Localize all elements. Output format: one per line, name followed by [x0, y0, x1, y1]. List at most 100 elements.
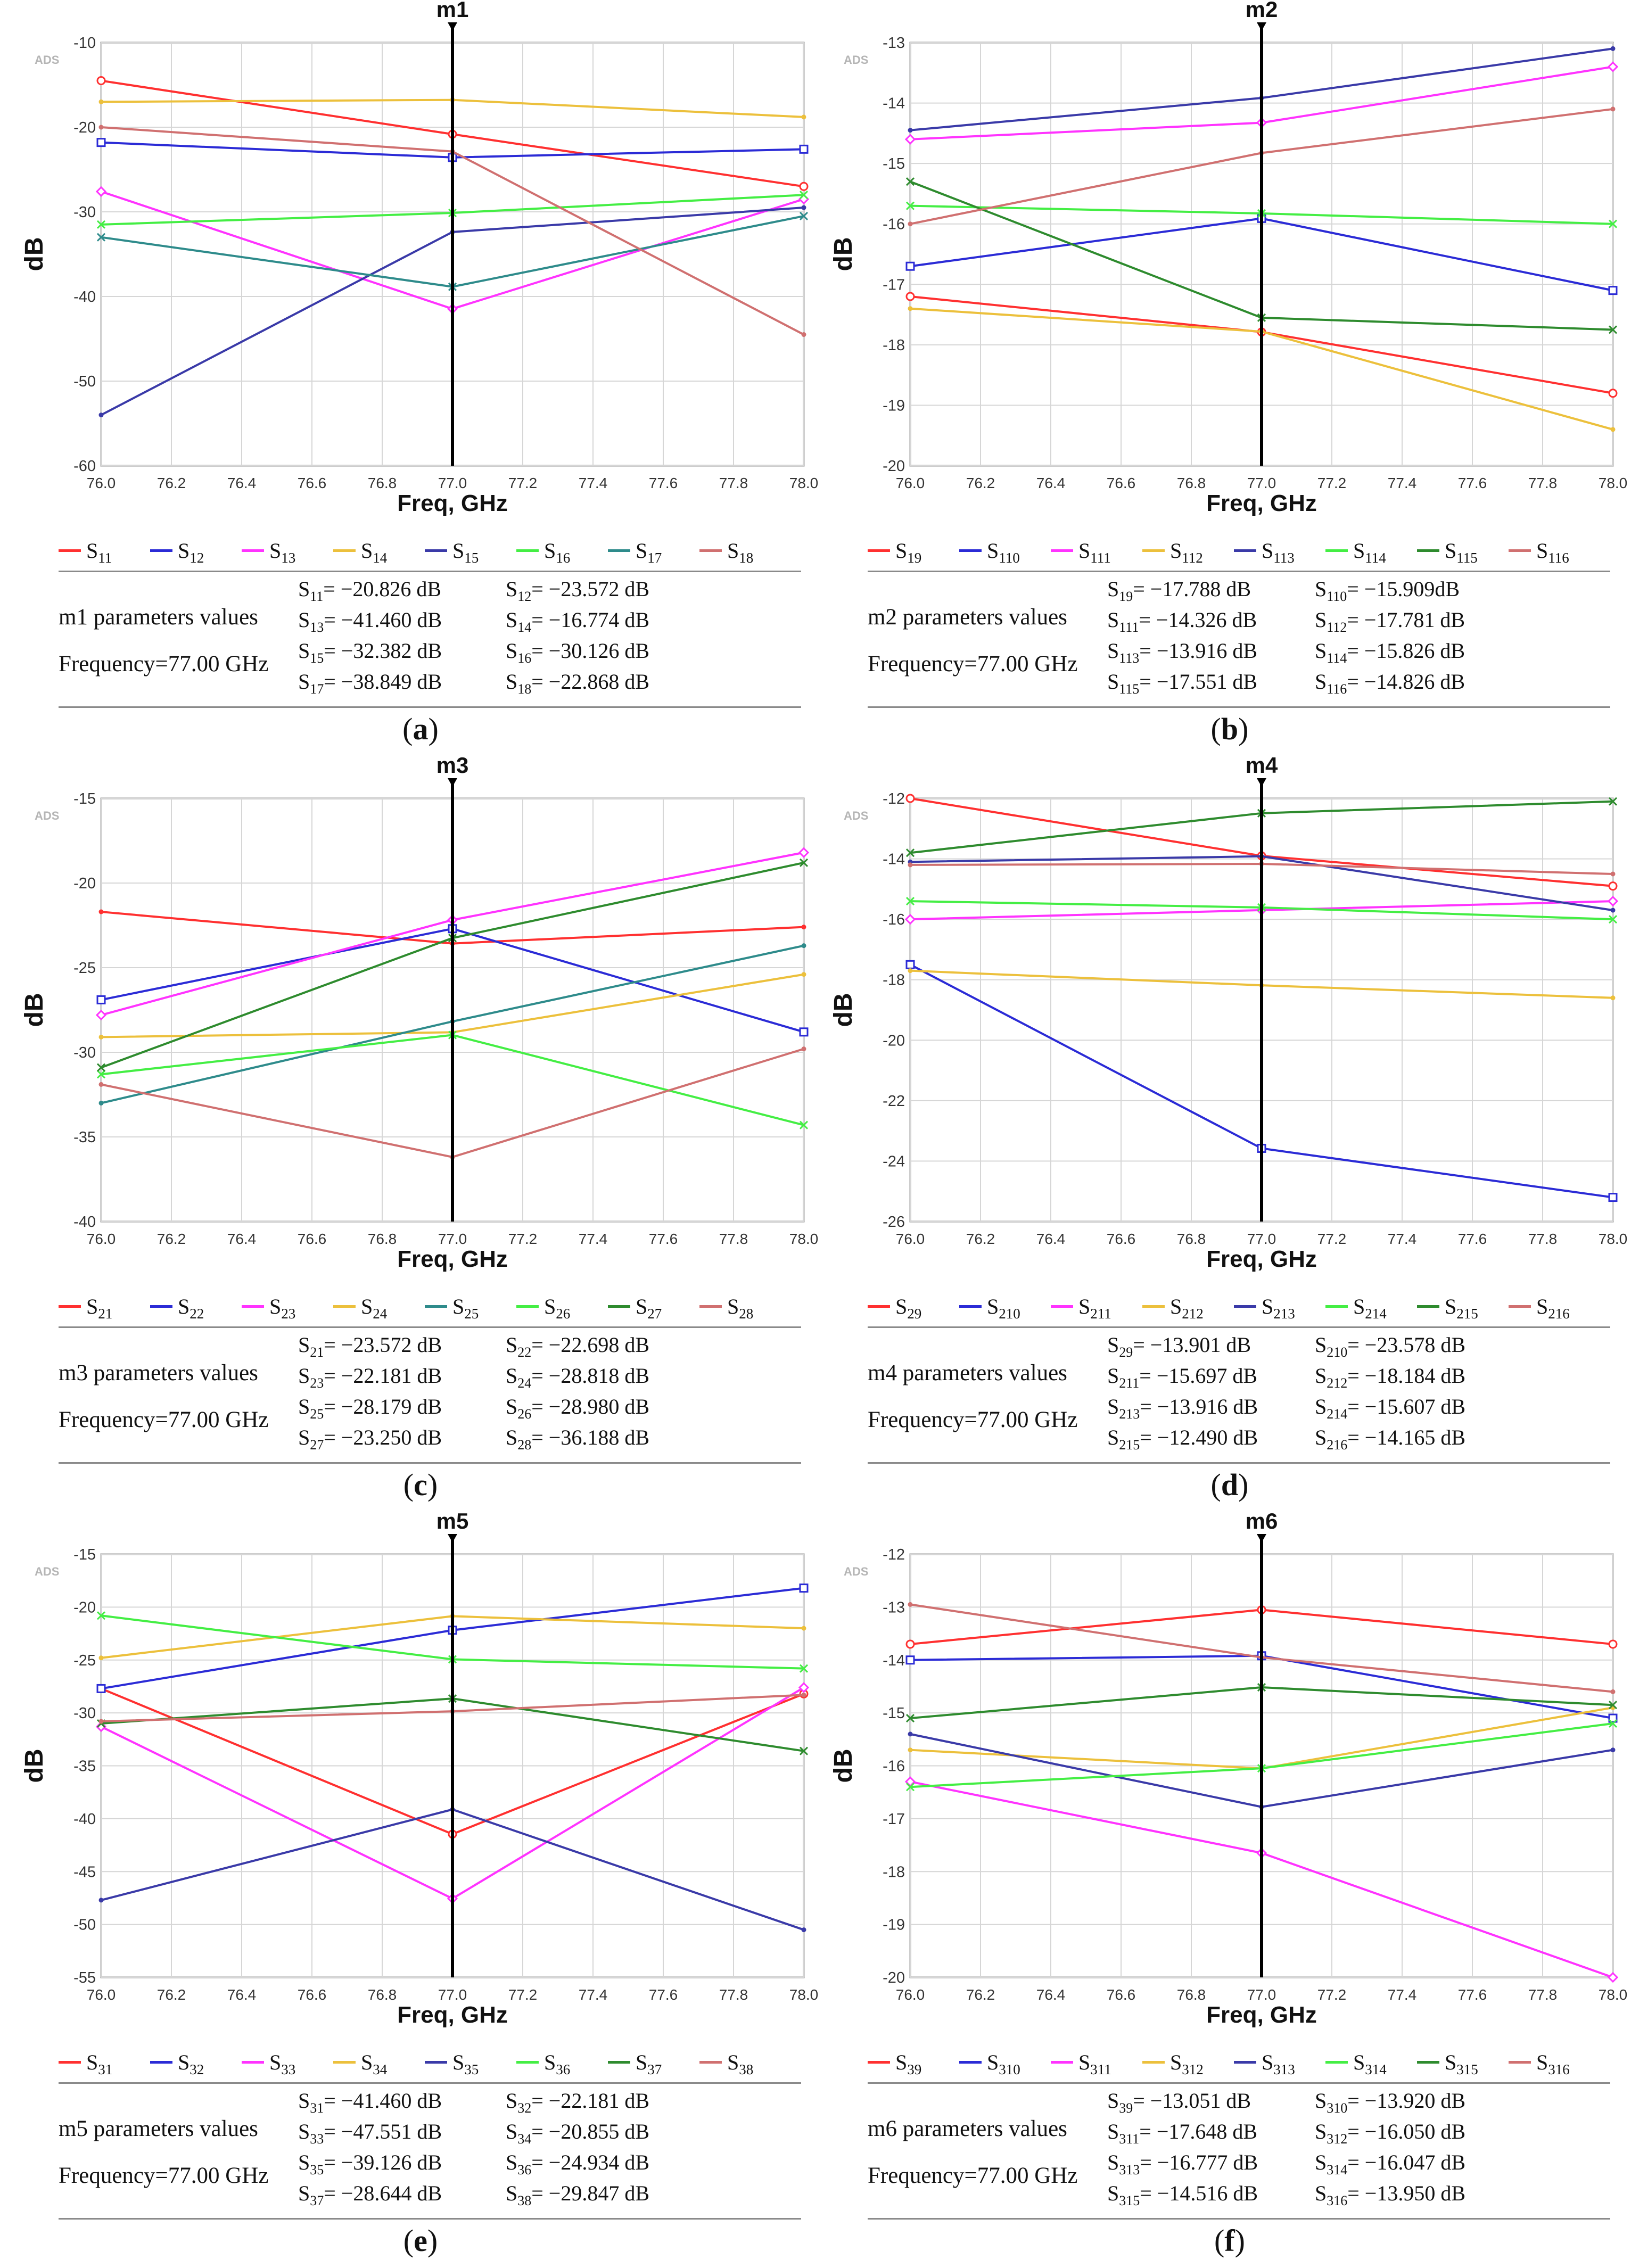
legend-item: S213	[1234, 1291, 1324, 1322]
param-value: S28= −36.188 dB	[506, 1425, 650, 1453]
legend-item: S36	[516, 2047, 607, 2077]
legend-subscript: 27	[647, 1306, 662, 1322]
legend-label: S114	[1353, 539, 1386, 566]
data-point	[801, 114, 806, 120]
param-subscript: 13	[310, 620, 324, 635]
legend-label: S110	[987, 539, 1020, 566]
param-value: S11= −20.826 dB	[298, 577, 442, 604]
legend-swatch	[1142, 2061, 1165, 2064]
legend-item: S33	[242, 2047, 332, 2077]
data-point	[801, 205, 806, 210]
data-point	[905, 201, 915, 210]
panel-caption: (b)	[1210, 712, 1249, 746]
y-tick-label: -24	[883, 1153, 905, 1170]
legend-swatch	[959, 2061, 982, 2064]
legend-swatch	[1325, 549, 1348, 552]
legend-subscript: 14	[373, 550, 388, 566]
data-point	[798, 1682, 810, 1693]
y-tick-label: -14	[883, 1652, 905, 1669]
legend-item: S12	[150, 535, 241, 566]
legend-label: S31	[86, 2050, 113, 2077]
legend-subscript: 21	[98, 1306, 113, 1322]
param-subscript: 31	[310, 2100, 324, 2116]
data-point	[98, 125, 104, 130]
data-point	[801, 1046, 806, 1052]
x-tick-label: 77.0	[438, 1231, 467, 1247]
legend-swatch	[1325, 2061, 1348, 2064]
param-subscript: 16	[517, 650, 532, 666]
ads-watermark: ADS	[844, 53, 868, 67]
y-axis-label: dB	[829, 237, 858, 271]
y-tick-label: -13	[883, 35, 905, 52]
param-value: S13= −41.460 dB	[298, 608, 442, 635]
legend-swatch	[516, 2061, 539, 2064]
data-point	[799, 858, 809, 867]
x-tick-label: 76.6	[298, 1231, 327, 1247]
data-point	[1608, 286, 1618, 295]
param-value: S14= −16.774 dB	[506, 608, 650, 635]
data-point	[1607, 61, 1619, 72]
param-subscript: 110	[1327, 589, 1347, 604]
x-tick-label: 76.6	[1107, 1986, 1136, 2003]
y-tick-label: -30	[73, 1705, 96, 1722]
x-tick-label: 77.4	[1388, 1986, 1417, 2003]
caption-letter: d	[1221, 1467, 1239, 1502]
legend-item: S315	[1417, 2047, 1508, 2077]
legend-label: S16	[544, 539, 571, 566]
legend-subscript: 115	[1456, 550, 1478, 566]
data-point	[1608, 881, 1618, 891]
legend-subscript: 314	[1365, 2061, 1387, 2077]
params-title: m2 parameters values	[868, 605, 1067, 630]
y-tick-label: -55	[73, 1969, 96, 1986]
data-point	[905, 261, 915, 271]
legend: S11 S12 S13 S14 S15 S16 S17 S18	[59, 535, 804, 566]
legend-item: S16	[516, 535, 607, 566]
y-tick-label: -35	[73, 1129, 96, 1146]
y-axis-label: dB	[20, 237, 48, 271]
data-point	[98, 1034, 104, 1040]
legend-item: S313	[1234, 2047, 1324, 2077]
param-value: S12= −23.572 dB	[506, 577, 650, 604]
legend-swatch	[959, 549, 982, 552]
x-tick-label: 76.8	[1177, 475, 1206, 491]
data-point	[799, 211, 809, 221]
legend-label: S17	[636, 539, 662, 566]
param-subscript: 32	[517, 2100, 532, 2116]
legend-label: S36	[544, 2050, 571, 2077]
x-tick-label: 76.0	[87, 475, 116, 491]
x-tick-label: 76.6	[298, 1986, 327, 2003]
data-point	[801, 1626, 806, 1631]
x-tick-label: 76.6	[298, 475, 327, 491]
param-subscript: 27	[310, 1437, 324, 1453]
legend-item: S27	[608, 1291, 698, 1322]
marker-arrow-icon	[1257, 22, 1266, 31]
data-point	[96, 995, 106, 1004]
legend-subscript: 316	[1548, 2061, 1570, 2077]
x-tick-label: 76.0	[896, 475, 925, 491]
legend-item: S113	[1234, 535, 1324, 566]
data-point	[98, 1082, 104, 1087]
data-point	[1610, 871, 1616, 877]
data-point	[1610, 1747, 1616, 1753]
param-value: S312= −16.050 dB	[1315, 2119, 1466, 2147]
x-tick-label: 77.2	[1317, 475, 1347, 491]
legend-subscript: 22	[190, 1306, 204, 1322]
y-tick-label: -40	[73, 288, 96, 306]
x-tick-label: 76.0	[87, 1986, 116, 2003]
param-value: S310= −13.920 dB	[1315, 2089, 1466, 2116]
legend-item: S13	[242, 535, 332, 566]
legend-subscript: 116	[1548, 550, 1569, 566]
param-value: S33= −47.551 dB	[298, 2119, 442, 2147]
param-value: S115= −17.551 dB	[1107, 670, 1258, 697]
data-point	[905, 897, 915, 906]
data-point	[98, 1655, 104, 1661]
legend-subscript: 216	[1548, 1306, 1570, 1322]
legend-label: S33	[269, 2050, 296, 2077]
x-tick-label: 76.2	[966, 475, 995, 491]
marker-name: m6	[1246, 1508, 1278, 1533]
x-tick-label: 77.4	[1388, 475, 1417, 491]
y-tick-label: -40	[73, 1214, 96, 1231]
param-subscript: 216	[1327, 1437, 1348, 1453]
params-title: m3 parameters values	[59, 1360, 258, 1385]
legend-label: S311	[1078, 2050, 1111, 2077]
